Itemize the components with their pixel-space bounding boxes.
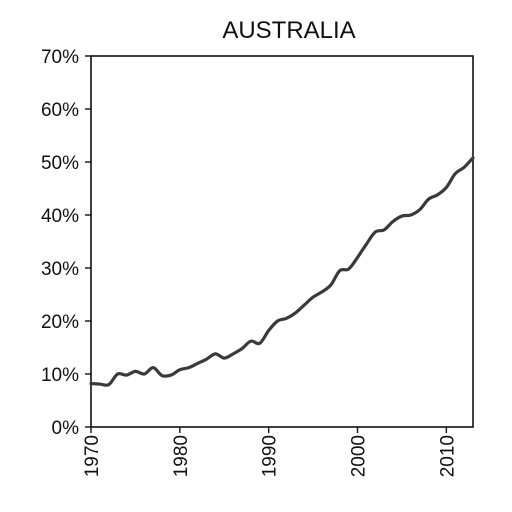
x-tick-label: 1980 <box>171 435 192 477</box>
y-axis: 0% 10% 20% 30% 40% 50% 60% 70% <box>41 47 91 439</box>
plot-frame <box>90 55 474 428</box>
x-axis: 1970 1980 1990 2000 2010 <box>82 427 458 477</box>
y-tick-label: 40% <box>41 206 79 227</box>
x-tick-label: 2010 <box>437 435 458 477</box>
chart-title: AUSTRALIA <box>222 17 355 44</box>
y-tick-label: 50% <box>41 153 79 174</box>
y-tick-label: 10% <box>41 365 79 386</box>
y-tick-label: 0% <box>52 418 80 439</box>
x-tick-label: 1990 <box>260 435 281 477</box>
y-tick-label: 20% <box>41 312 79 333</box>
y-tick-label: 60% <box>41 100 79 121</box>
y-tick-label: 70% <box>41 47 79 68</box>
y-tick-label: 30% <box>41 259 79 280</box>
x-tick-label: 1970 <box>82 435 103 477</box>
x-tick-label: 2000 <box>349 435 370 477</box>
series-line <box>89 156 475 387</box>
